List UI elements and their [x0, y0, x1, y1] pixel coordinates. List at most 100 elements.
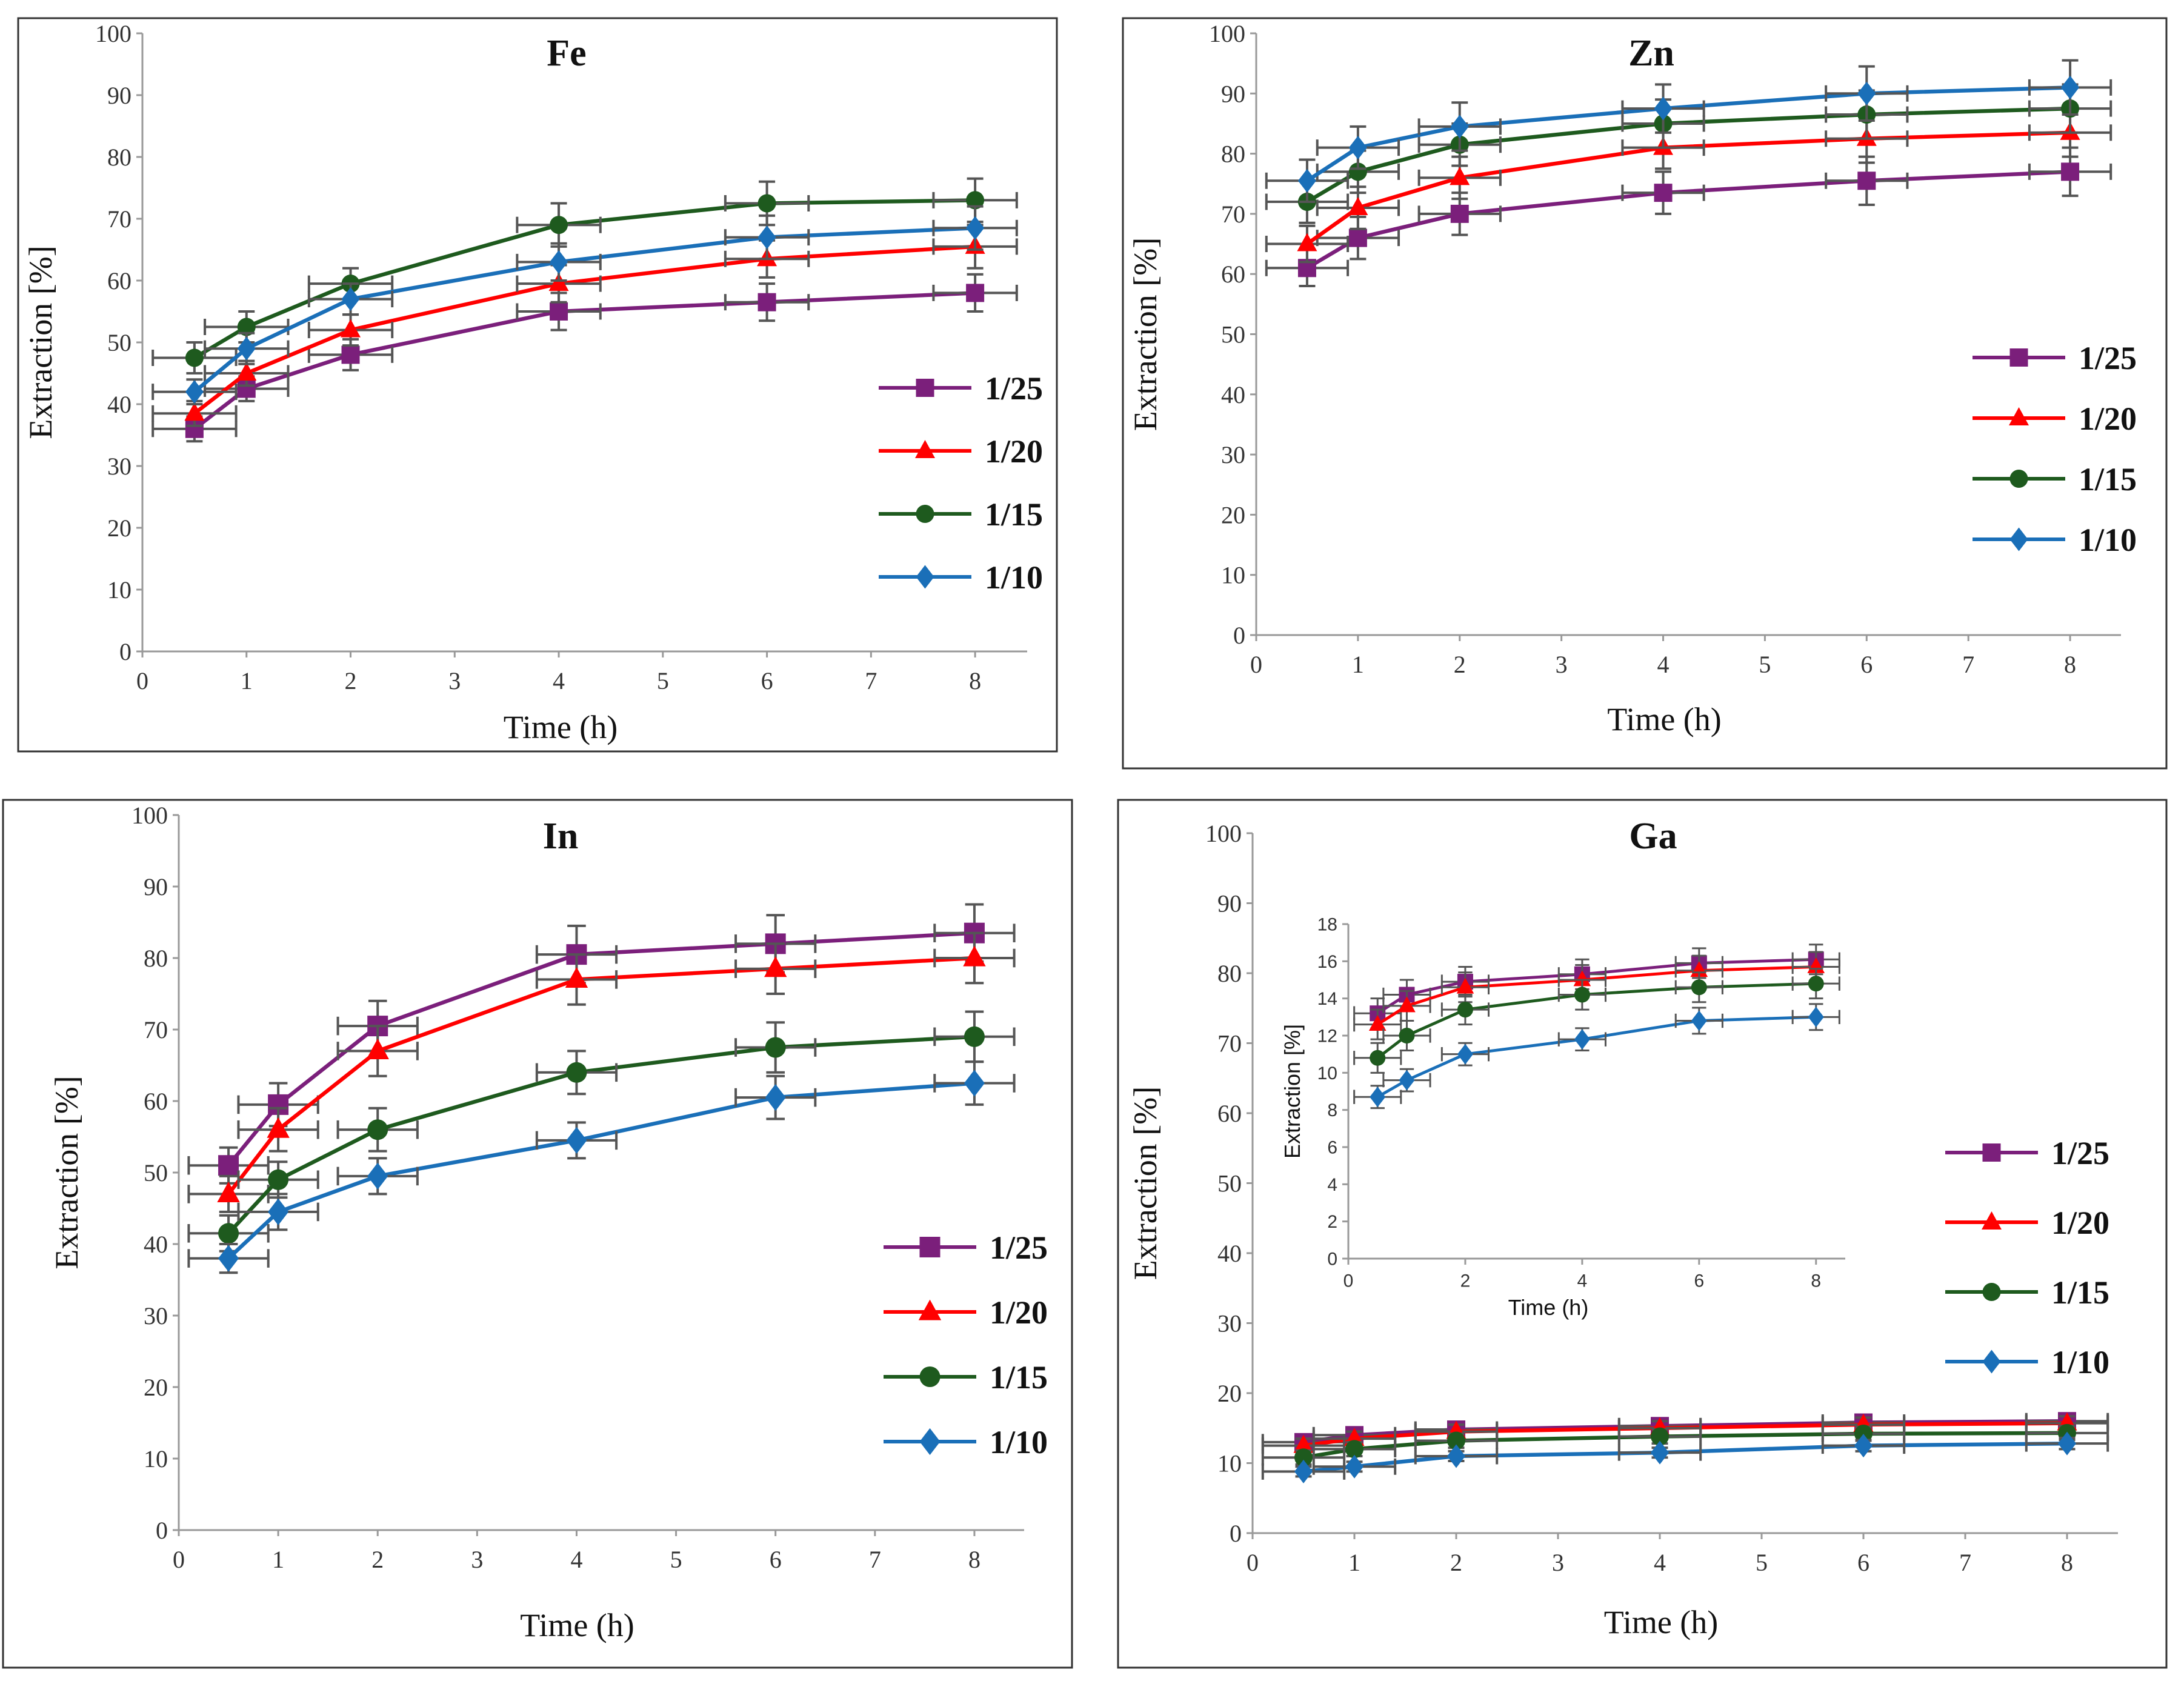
- data-point: [765, 1037, 786, 1058]
- legend-label: 1/10: [985, 559, 1043, 596]
- legend-marker: [1982, 1143, 2001, 1162]
- legend-label: 1/25: [2051, 1135, 2109, 1171]
- x-tick-label: 2: [1450, 1549, 1462, 1576]
- y-tick-label: 20: [1217, 1380, 1242, 1407]
- legend-label: 1/15: [990, 1359, 1048, 1396]
- y-tick-label: 20: [1221, 501, 1245, 528]
- y-axis-title: Extraction [%]: [48, 1076, 85, 1269]
- data-point: [268, 1198, 289, 1225]
- y-tick-label: 8: [1327, 1100, 1337, 1120]
- y-tick-label: 0: [1233, 622, 1245, 649]
- y-axis-title: Extraction [%]: [1127, 1087, 1164, 1280]
- data-point: [1294, 1448, 1313, 1467]
- y-tick-label: 10: [1217, 1450, 1242, 1477]
- legend-marker: [916, 379, 934, 397]
- data-point: [341, 287, 360, 311]
- inset-y-axis-title: Extraction [%]: [1280, 1024, 1305, 1159]
- data-point: [267, 1117, 290, 1138]
- x-tick-label: 5: [1759, 651, 1771, 678]
- x-axis-title: Time (h): [1607, 701, 1722, 737]
- x-tick-label: 2: [345, 667, 357, 694]
- data-point: [966, 191, 985, 210]
- x-tick-label: 6: [1857, 1549, 1869, 1576]
- data-point: [2061, 75, 2080, 99]
- data-point: [2061, 162, 2080, 181]
- data-point: [1293, 1434, 1314, 1453]
- x-tick-label: 4: [553, 667, 565, 694]
- series-line: [227, 1081, 975, 1260]
- x-tick-label: 5: [1756, 1549, 1768, 1576]
- data-point: [185, 380, 204, 404]
- data-point: [1398, 996, 1416, 1013]
- chart-title: Ga: [1629, 816, 1677, 857]
- data-point: [1450, 204, 1469, 223]
- legend-label: 1/10: [2051, 1344, 2109, 1380]
- legend: 1/25 1/20 1/15 1/10: [879, 370, 1043, 596]
- data-point: [237, 318, 256, 336]
- y-tick-label: 30: [1221, 441, 1245, 468]
- x-tick-label: 8: [969, 667, 981, 694]
- data-point: [1691, 1010, 1707, 1031]
- legend: 1/25 1/20 1/15 1/10: [884, 1230, 1048, 1460]
- data-point: [1370, 1050, 1386, 1066]
- chart-title: Fe: [547, 33, 586, 74]
- legend-marker: [916, 505, 934, 523]
- data-point: [1574, 987, 1590, 1003]
- y-tick-label: 16: [1317, 952, 1337, 972]
- data-point: [184, 402, 205, 421]
- x-tick-label: 7: [869, 1546, 881, 1573]
- y-tick-label: 70: [1221, 201, 1245, 228]
- legend-marker: [916, 565, 934, 589]
- legend-marker: [919, 1428, 941, 1456]
- series-1-25: [151, 273, 1018, 443]
- x-axis-title: Time (h): [1604, 1604, 1719, 1640]
- data-point: [765, 1084, 786, 1111]
- y-tick-label: 100: [95, 20, 132, 47]
- x-tick-label: 3: [448, 667, 461, 694]
- x-axis-title: Time (h): [504, 709, 618, 745]
- series-1-10: [1353, 1003, 1840, 1110]
- x-tick-label: 8: [2061, 1549, 2073, 1576]
- data-point: [1857, 171, 1876, 190]
- data-point: [1345, 1440, 1363, 1459]
- data-point: [1399, 1028, 1415, 1043]
- legend-marker: [2009, 348, 2028, 367]
- x-tick-label: 5: [657, 667, 669, 694]
- data-point: [1368, 1015, 1387, 1031]
- data-point: [964, 1026, 985, 1047]
- data-point: [1854, 1434, 1873, 1458]
- data-point: [1457, 1043, 1473, 1065]
- y-tick-label: 90: [144, 873, 168, 900]
- x-tick-label: 6: [1860, 651, 1873, 678]
- y-tick-label: 6: [1327, 1138, 1337, 1158]
- legend: 1/25 1/20 1/15 1/10: [1973, 340, 2137, 558]
- y-tick-label: 100: [1209, 20, 1245, 47]
- legend-marker: [2009, 407, 2029, 425]
- data-point: [366, 1039, 389, 1059]
- data-point: [1651, 1440, 1669, 1465]
- y-tick-label: 80: [144, 945, 168, 972]
- legend-marker: [919, 1237, 941, 1257]
- x-tick-label: 0: [173, 1546, 185, 1573]
- legend-label: 1/25: [2079, 340, 2137, 376]
- legend-label: 1/15: [2051, 1274, 2109, 1311]
- y-tick-label: 80: [107, 144, 132, 171]
- data-point: [1854, 1424, 1873, 1443]
- x-tick-label: 4: [1577, 1271, 1588, 1291]
- data-point: [565, 967, 588, 988]
- data-point: [966, 216, 985, 240]
- data-point: [1651, 1427, 1669, 1446]
- data-point: [548, 273, 569, 291]
- data-point: [1294, 1459, 1313, 1483]
- y-tick-label: 4: [1327, 1175, 1337, 1195]
- legend-label: 1/20: [2051, 1205, 2109, 1241]
- series-1-10: [1265, 59, 2112, 204]
- x-tick-label: 0: [1250, 651, 1262, 678]
- data-point: [341, 319, 361, 338]
- y-tick-label: 10: [107, 576, 132, 604]
- data-point: [185, 348, 204, 367]
- y-tick-label: 70: [107, 205, 132, 233]
- data-point: [1574, 1029, 1590, 1050]
- data-point: [1691, 979, 1707, 996]
- y-tick-label: 80: [1221, 141, 1245, 168]
